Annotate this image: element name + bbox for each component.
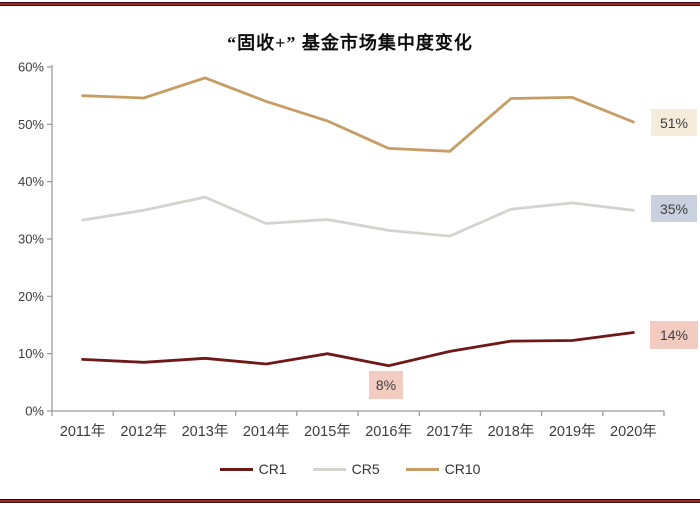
svg-text:50%: 50%	[18, 117, 44, 132]
svg-text:2019年: 2019年	[549, 423, 596, 440]
data-label-cr10-2020: 51%	[651, 109, 697, 136]
svg-text:2013年: 2013年	[182, 423, 229, 440]
svg-text:2015年: 2015年	[304, 423, 351, 440]
svg-text:60%: 60%	[18, 60, 44, 75]
legend-item-cr1: CR1	[219, 461, 287, 477]
svg-text:2020年: 2020年	[610, 423, 657, 440]
svg-text:2012年: 2012年	[120, 423, 167, 440]
series-line-cr5	[81, 195, 635, 238]
series-line-cr10	[81, 76, 635, 153]
cr5-line-swatch	[312, 467, 346, 471]
bottom-divider-rule	[0, 499, 700, 503]
svg-text:10%: 10%	[18, 346, 44, 361]
cr1-line-swatch	[219, 467, 253, 471]
top-divider-rule	[0, 2, 700, 6]
data-label-cr1-2016: 8%	[369, 371, 403, 399]
legend-label-cr1: CR1	[258, 461, 287, 477]
svg-text:20%: 20%	[18, 289, 44, 304]
svg-text:0%: 0%	[25, 404, 44, 419]
svg-text:2018年: 2018年	[488, 423, 535, 440]
svg-text:2016年: 2016年	[365, 423, 412, 440]
chart-title: “固收+” 基金市场集中度变化	[227, 33, 473, 53]
legend-item-cr5: CR5	[312, 461, 380, 477]
svg-text:2017年: 2017年	[426, 423, 473, 440]
series-line-cr1	[81, 331, 635, 368]
data-label-cr5-2020: 35%	[651, 195, 697, 222]
legend-label-cr10: CR10	[444, 461, 481, 477]
legend-label-cr5: CR5	[351, 461, 380, 477]
svg-text:30%: 30%	[18, 232, 44, 247]
svg-text:2014年: 2014年	[243, 423, 290, 440]
svg-text:40%: 40%	[18, 174, 44, 189]
svg-text:2011年: 2011年	[60, 423, 106, 440]
chart-legend: CR1 CR5 CR10	[0, 461, 700, 477]
legend-item-cr10: CR10	[405, 461, 481, 477]
cr10-line-swatch	[405, 467, 439, 471]
data-label-cr1-2020: 14%	[650, 321, 698, 349]
